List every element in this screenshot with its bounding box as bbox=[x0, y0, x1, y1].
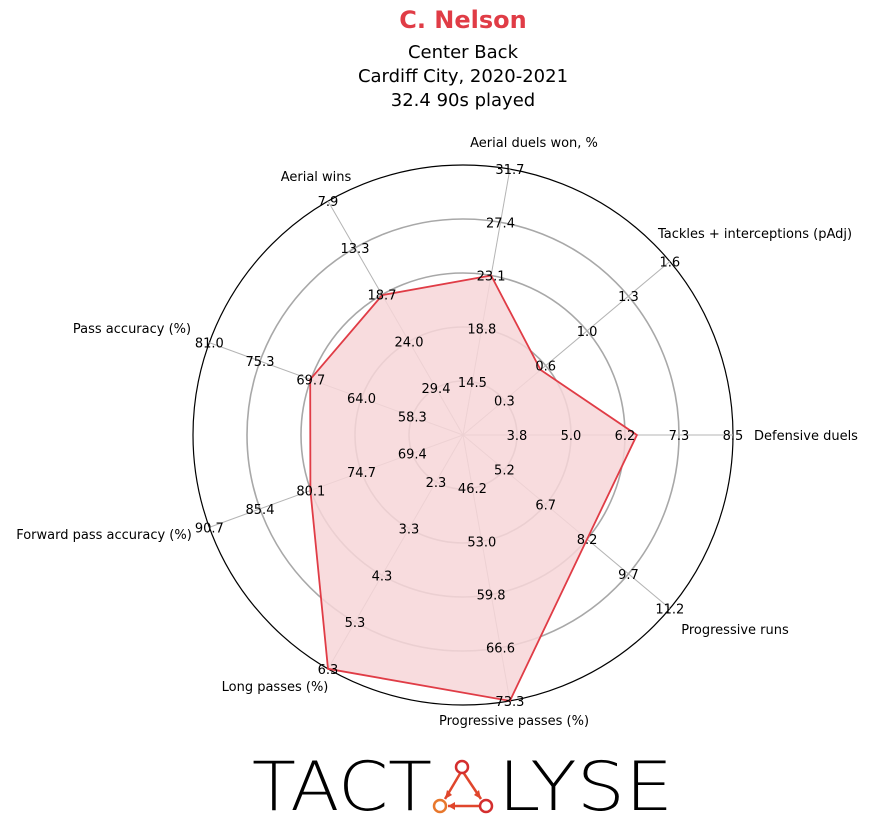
tick-label-3-2: 18.8 bbox=[467, 323, 496, 338]
tick-label-7-4: 5.3 bbox=[345, 616, 366, 631]
player-name-title: C. Nelson bbox=[399, 6, 527, 34]
logo-text-left: TACT bbox=[252, 748, 432, 824]
tick-label-4-1: 29.4 bbox=[422, 382, 451, 397]
logo-triangle-icon bbox=[432, 759, 494, 814]
tick-label-5-4: 75.3 bbox=[246, 355, 275, 370]
axis-label-3: Progressive passes (%) bbox=[439, 714, 589, 729]
tick-label-4-5: 7.9 bbox=[318, 195, 339, 210]
tick-label-6-1: 69.4 bbox=[398, 448, 427, 463]
tick-label-8-2: 53.0 bbox=[467, 535, 496, 550]
tick-label-8-4: 66.6 bbox=[486, 642, 515, 657]
tick-label-3-4: 27.4 bbox=[486, 216, 515, 231]
minutes-subtitle: 32.4 90s played bbox=[390, 90, 536, 111]
tick-label-6-4: 85.4 bbox=[246, 503, 275, 518]
tick-label-2-5: 1.6 bbox=[659, 255, 680, 270]
tick-label-3-3: 23.1 bbox=[477, 270, 506, 285]
axis-label-7: Aerial wins bbox=[281, 170, 352, 185]
tick-label-1-4: 7.3 bbox=[669, 429, 690, 444]
tick-label-2-3: 1.0 bbox=[577, 325, 598, 340]
tick-label-8-5: 73.3 bbox=[495, 695, 524, 710]
axis-label-4: Long passes (%) bbox=[222, 680, 329, 695]
axis-label-5: Forward pass accuracy (%) bbox=[16, 528, 192, 543]
tick-label-3-5: 31.7 bbox=[495, 163, 524, 178]
tick-label-7-5: 6.3 bbox=[318, 663, 339, 678]
tick-label-2-4: 1.3 bbox=[618, 290, 639, 305]
tick-label-5-1: 58.3 bbox=[398, 411, 427, 426]
tick-label-8-1: 46.2 bbox=[458, 482, 487, 497]
logo-text-right: LYSE bbox=[498, 748, 673, 824]
tick-label-7-1: 2.3 bbox=[426, 476, 447, 491]
tick-label-9-1: 5.2 bbox=[494, 464, 515, 479]
axis-label-8: Aerial duels won, % bbox=[470, 136, 598, 151]
tick-label-7-2: 3.3 bbox=[399, 523, 420, 538]
axis-label-9: Tackles + interceptions (pAdj) bbox=[657, 227, 852, 242]
tick-label-4-3: 18.7 bbox=[368, 289, 397, 304]
tick-label-9-2: 6.7 bbox=[535, 498, 556, 513]
tick-label-5-3: 69.7 bbox=[296, 374, 325, 389]
club-season-subtitle: Cardiff City, 2020-2021 bbox=[357, 66, 569, 87]
tick-label-5-5: 81.0 bbox=[195, 337, 224, 352]
tick-label-1-1: 3.8 bbox=[507, 429, 528, 444]
tick-label-6-2: 74.7 bbox=[347, 466, 376, 481]
tick-label-8-3: 59.8 bbox=[477, 589, 506, 604]
tick-label-1-2: 5.0 bbox=[561, 429, 582, 444]
tick-label-1-5: 8.5 bbox=[723, 429, 744, 444]
position-subtitle: Center Back bbox=[407, 42, 518, 63]
tick-label-1-3: 6.2 bbox=[615, 429, 636, 444]
tick-label-9-4: 9.7 bbox=[618, 568, 639, 583]
tick-label-3-1: 14.5 bbox=[458, 376, 487, 391]
tick-label-6-3: 80.1 bbox=[296, 484, 325, 499]
tick-label-2-1: 0.3 bbox=[494, 394, 515, 409]
radar-data-area bbox=[309, 274, 639, 702]
tick-label-9-5: 11.2 bbox=[655, 603, 684, 618]
tick-label-2-2: 0.6 bbox=[535, 360, 556, 375]
tick-label-5-2: 64.0 bbox=[347, 392, 376, 407]
axis-label-1: Defensive duels bbox=[754, 429, 858, 444]
tick-label-7-3: 4.3 bbox=[372, 569, 393, 584]
axis-label-6: Pass accuracy (%) bbox=[73, 322, 191, 337]
tick-label-6-5: 90.7 bbox=[195, 521, 224, 536]
tick-label-4-4: 13.3 bbox=[341, 242, 370, 257]
tick-label-9-3: 8.2 bbox=[577, 533, 598, 548]
tick-label-4-2: 24.0 bbox=[395, 336, 424, 351]
axis-label-2: Progressive runs bbox=[681, 623, 789, 638]
